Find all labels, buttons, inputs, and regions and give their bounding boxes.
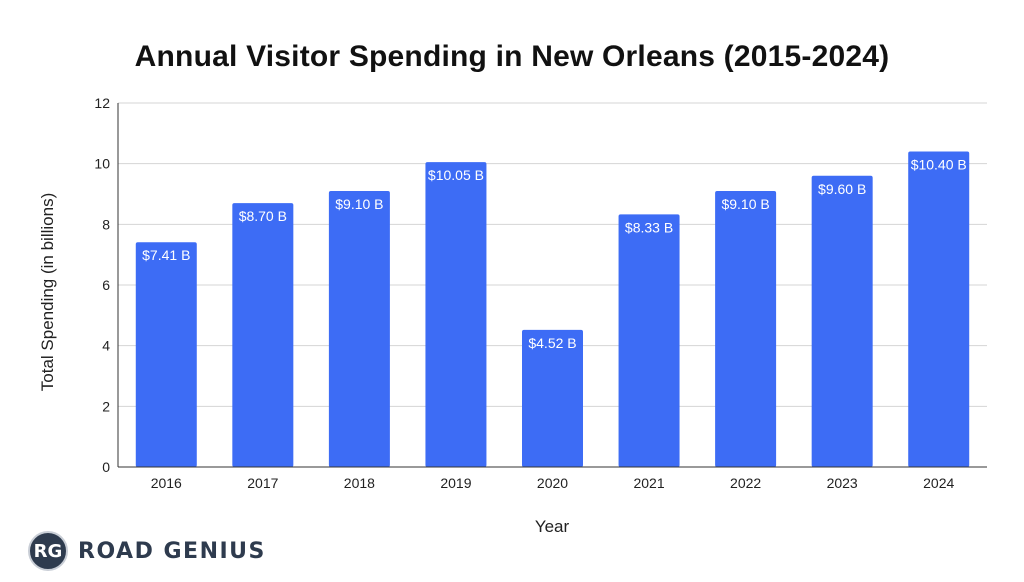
x-tick-label: 2016 <box>151 475 182 491</box>
bar-data-label: $9.10 B <box>335 196 383 212</box>
bar <box>135 242 197 467</box>
bar-data-label: $8.70 B <box>239 208 287 224</box>
x-axis-title: Year <box>535 517 570 536</box>
x-tick-label: 2018 <box>344 475 375 491</box>
bar-data-label: $7.41 B <box>142 247 190 263</box>
bar-data-label: $10.05 B <box>428 167 484 183</box>
bar <box>618 214 680 467</box>
x-tick-label: 2024 <box>923 475 954 491</box>
bar <box>232 203 294 467</box>
bar <box>425 162 487 467</box>
x-tick-label: 2020 <box>537 475 568 491</box>
y-tick-label: 4 <box>102 338 110 354</box>
bar-data-label: $8.33 B <box>625 219 673 235</box>
y-tick-label: 6 <box>102 277 110 293</box>
bar <box>811 175 873 468</box>
bar-data-label: $4.52 B <box>528 335 576 351</box>
x-tick-label: 2017 <box>247 475 278 491</box>
y-tick-label: 8 <box>102 216 110 232</box>
y-tick-label: 12 <box>94 95 110 111</box>
bar-data-label: $9.60 B <box>818 181 866 197</box>
chart-title: Annual Visitor Spending in New Orleans (… <box>134 40 890 73</box>
brand-logo: RG ROAD GENIUS <box>28 531 266 571</box>
bar <box>715 190 777 467</box>
y-tick-label: 0 <box>102 459 110 475</box>
y-tick-label: 10 <box>94 156 110 172</box>
brand-badge-icon: RG <box>28 531 68 571</box>
bar-data-label: $9.10 B <box>721 196 769 212</box>
brand-name: ROAD GENIUS <box>78 538 266 564</box>
y-axis-title: Total Spending (in billions) <box>38 193 57 391</box>
x-tick-label: 2019 <box>440 475 471 491</box>
bar <box>908 151 970 468</box>
y-tick-label: 2 <box>102 398 110 414</box>
x-tick-label: 2021 <box>633 475 664 491</box>
x-tick-label: 2022 <box>730 475 761 491</box>
bar <box>522 329 583 467</box>
bar <box>328 190 390 467</box>
bar-data-label: $10.40 B <box>911 157 967 173</box>
x-tick-label: 2023 <box>827 475 858 491</box>
